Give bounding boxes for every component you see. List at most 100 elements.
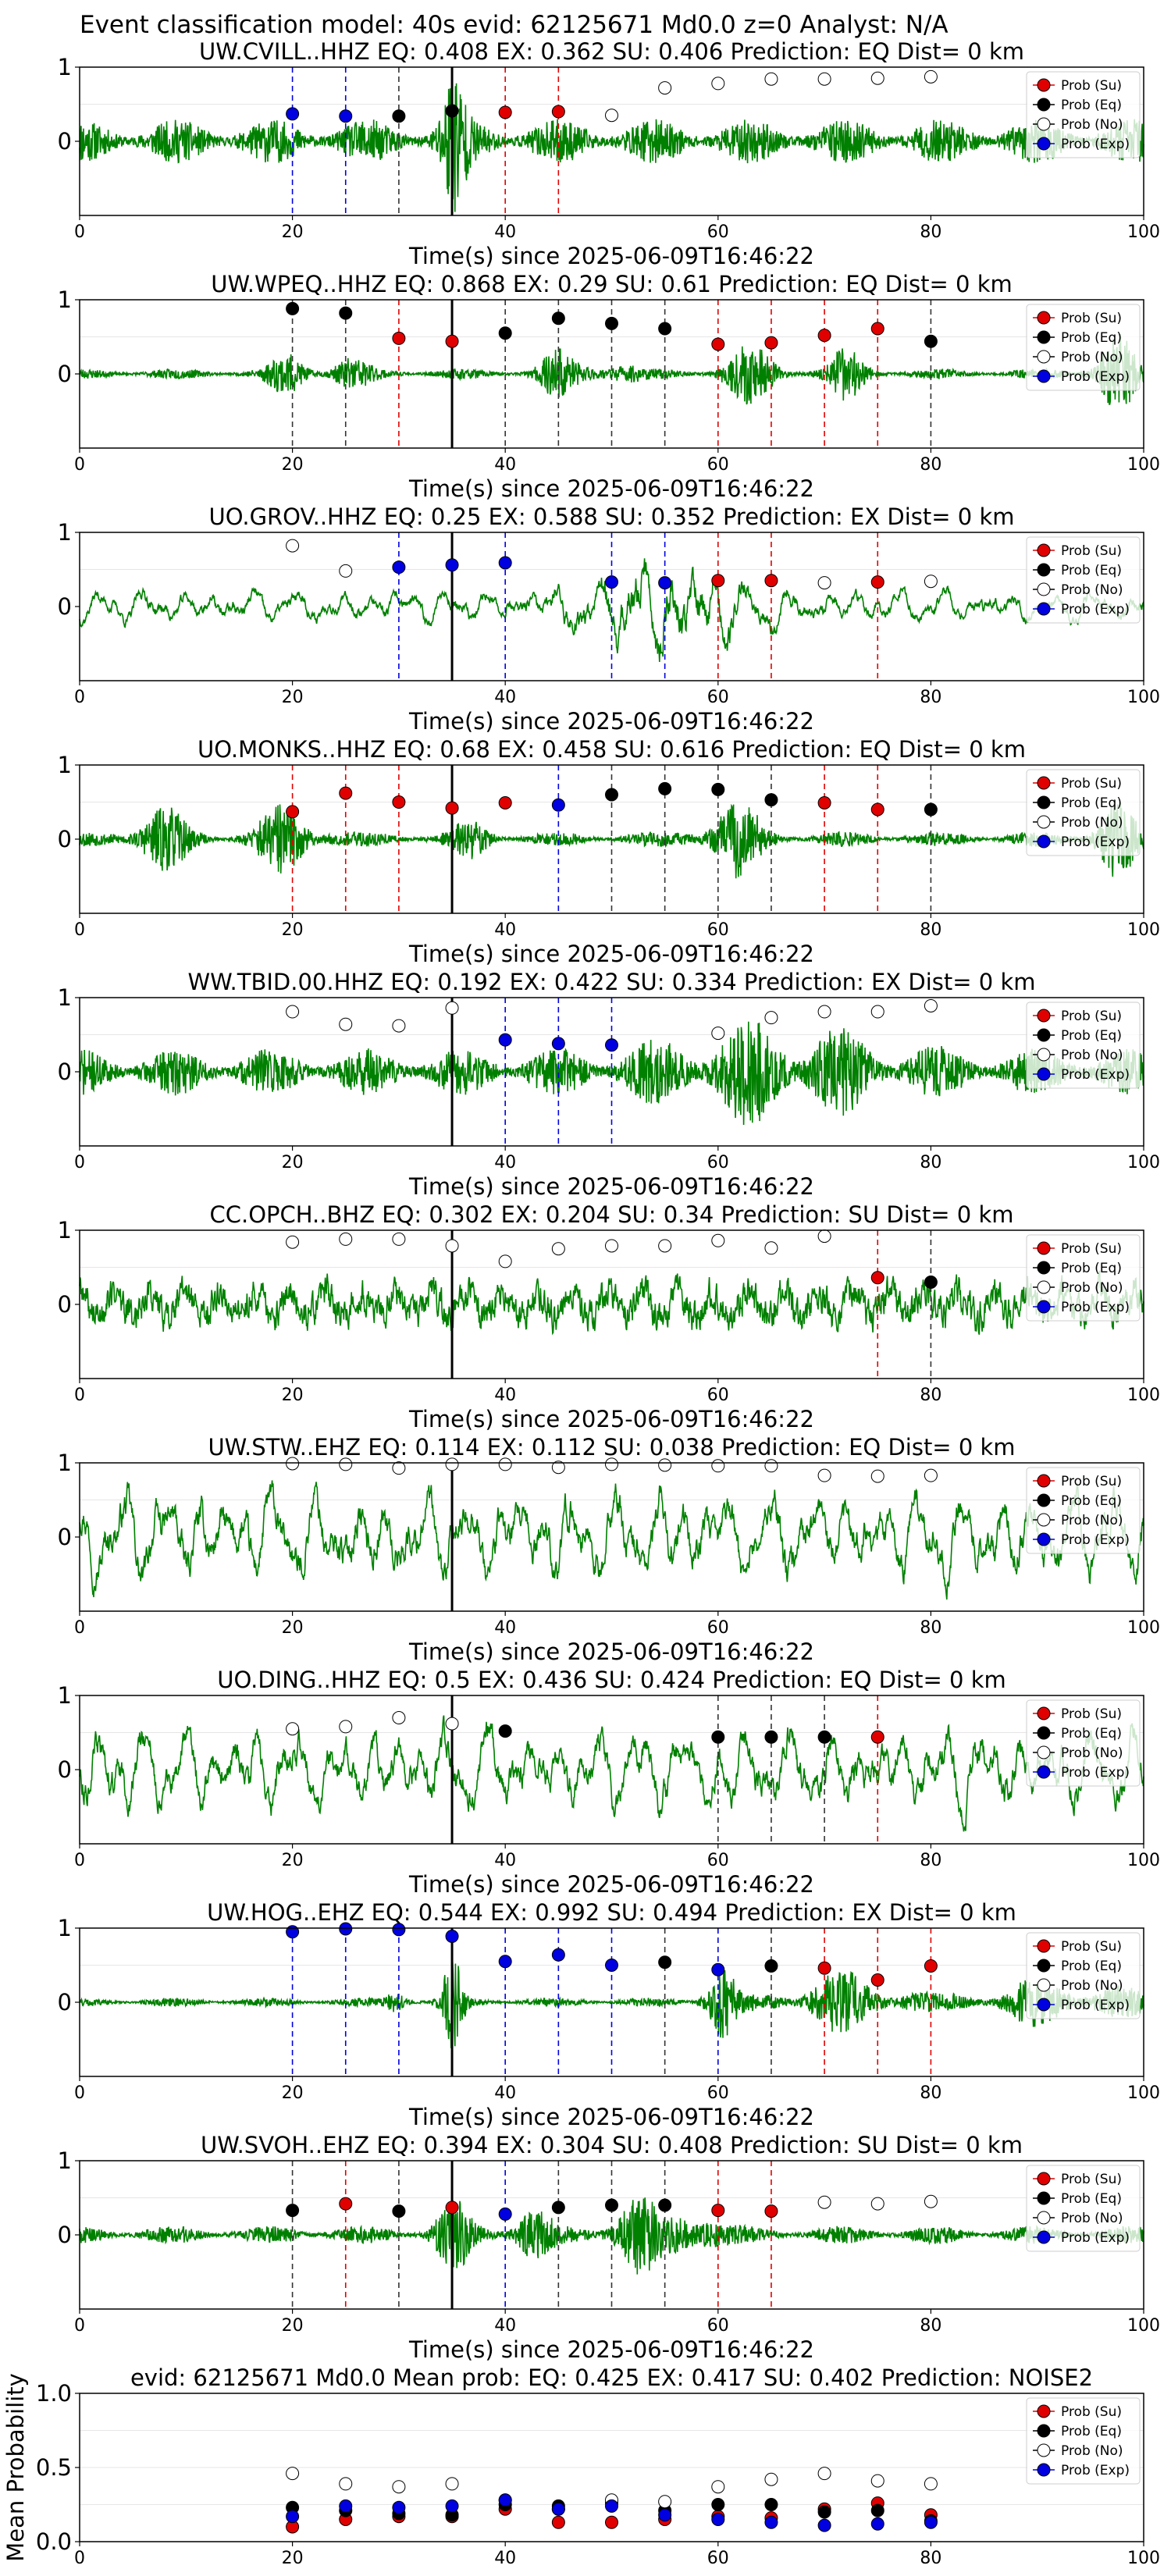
prob-point-exp xyxy=(339,1922,353,1936)
prob-point-no xyxy=(711,1459,725,1473)
x-tick-label: 20 xyxy=(282,1618,304,1638)
x-tick-label: 0 xyxy=(74,1386,85,1405)
legend-marker-su xyxy=(1037,543,1051,557)
legend-marker-exp xyxy=(1037,1998,1051,2012)
panel-10: UW.SVOH..EHZ EQ: 0.394 EX: 0.304 SU: 0.4… xyxy=(58,2132,1160,2363)
x-tick-label: 40 xyxy=(494,455,516,475)
prob-point-eq xyxy=(817,1730,831,1744)
legend-label-su: Prob (Su) xyxy=(1061,1009,1122,1024)
prob-point-su xyxy=(551,105,565,119)
x-tick-label: 60 xyxy=(707,1851,729,1870)
prob-point-no xyxy=(605,1239,618,1253)
prob-point-su xyxy=(817,795,831,809)
prob-point-no xyxy=(924,1468,938,1482)
prob-point-eq xyxy=(605,316,618,330)
prob-point-no xyxy=(870,71,884,85)
legend-label-exp: Prob (Exp) xyxy=(1061,137,1130,152)
prob-point-eq xyxy=(392,2204,406,2218)
y-tick-label: 0 xyxy=(58,1524,72,1550)
prob-point-no xyxy=(764,72,778,86)
y-tick-label: 0 xyxy=(58,826,72,852)
prob-point-no xyxy=(658,1239,672,1253)
legend: Prob (Su) Prob (Eq) Prob (No) Prob (Exp) xyxy=(1026,71,1141,158)
prob-point-no xyxy=(658,1458,672,1472)
legend-label-no: Prob (No) xyxy=(1061,1978,1123,1994)
x-axis-label: Time(s) since 2025-06-09T16:46:22 xyxy=(408,1638,814,1665)
prob-point-no xyxy=(817,1468,831,1482)
x-axis-label: Time(s) since 2025-06-09T16:46:22 xyxy=(408,475,814,502)
legend: Prob (Su) Prob (Eq) Prob (No) Prob (Exp) xyxy=(1026,1932,1141,2019)
x-tick-label: 60 xyxy=(707,222,729,242)
prob-point-su xyxy=(339,2197,353,2211)
prob-point-no xyxy=(498,1457,512,1471)
legend-label-su: Prob (Su) xyxy=(1061,78,1122,94)
x-axis-label: Time(s) since 2025-06-09T16:46:22 xyxy=(408,941,814,967)
prob-point-su xyxy=(711,2204,725,2218)
prob-point-eq xyxy=(711,782,725,796)
panel-1: UW.CVILL..HHZ EQ: 0.408 EX: 0.362 SU: 0.… xyxy=(58,38,1160,269)
mean-point-exp xyxy=(498,2493,512,2507)
y-tick-label: 0 xyxy=(58,2222,72,2248)
x-tick-label: 60 xyxy=(707,920,729,940)
prob-point-eq xyxy=(764,793,778,807)
prob-point-su xyxy=(870,1973,884,1987)
prob-point-exp xyxy=(658,576,672,590)
legend-marker-exp xyxy=(1037,137,1051,151)
mean-point-no xyxy=(339,2477,353,2491)
x-tick-label: 0 xyxy=(74,1851,85,1870)
prob-point-eq xyxy=(339,306,353,320)
prob-point-exp xyxy=(605,1959,618,1972)
panel-title: UW.HOG..EHZ EQ: 0.544 EX: 0.992 SU: 0.49… xyxy=(207,1899,1016,1926)
legend-label-no: Prob (No) xyxy=(1061,815,1123,831)
prob-point-no xyxy=(339,1017,353,1031)
legend-marker-no xyxy=(1037,582,1051,596)
prob-point-no xyxy=(286,539,300,553)
prob-point-no xyxy=(392,1232,406,1246)
y-tick-label: 1 xyxy=(58,1217,72,1244)
prob-point-exp xyxy=(551,1948,565,1962)
prob-point-exp xyxy=(286,1925,300,1939)
prob-point-exp xyxy=(392,1923,406,1937)
y-tick-label: 1 xyxy=(58,1682,72,1709)
prob-point-no xyxy=(605,1457,618,1471)
legend-marker-eq xyxy=(1037,795,1051,809)
prob-point-no xyxy=(817,72,831,86)
legend-label-exp: Prob (Exp) xyxy=(1061,1765,1130,1781)
prob-point-eq xyxy=(605,788,618,802)
prob-point-su xyxy=(392,331,406,345)
legend-marker-exp xyxy=(1037,1765,1051,1779)
legend-label-exp: Prob (Exp) xyxy=(1061,1300,1130,1315)
x-tick-label: 20 xyxy=(282,2083,304,2103)
x-tick-label: 40 xyxy=(494,1851,516,1870)
legend-marker-eq xyxy=(1037,1028,1051,1042)
legend-marker-eq xyxy=(1037,1726,1051,1740)
prob-point-su xyxy=(817,1961,831,1975)
y-tick-label: 0 xyxy=(58,1756,72,1783)
prob-point-su xyxy=(445,334,459,348)
prob-point-exp xyxy=(498,1955,512,1969)
mean-point-no xyxy=(711,2480,725,2494)
prob-point-no xyxy=(445,1457,459,1471)
waveform-trace xyxy=(79,1480,1144,1600)
legend-marker-exp xyxy=(1037,602,1051,616)
mean-point-no xyxy=(392,2480,406,2494)
prob-point-su xyxy=(870,1730,884,1744)
prob-point-no xyxy=(392,1461,406,1475)
x-tick-label: 80 xyxy=(920,2083,941,2103)
legend-label-exp: Prob (Exp) xyxy=(1061,834,1130,850)
legend-label-su: Prob (Su) xyxy=(1061,2172,1122,2187)
x-tick-label: 100 xyxy=(1127,688,1160,707)
x-tick-label: 20 xyxy=(282,1386,304,1405)
legend-label-eq: Prob (Eq) xyxy=(1061,1493,1122,1509)
x-tick-label: 40 xyxy=(494,1153,516,1172)
x-axis-label: Time(s) since 2025-06-09T16:46:22 xyxy=(408,708,814,735)
legend-marker-exp xyxy=(1037,369,1051,383)
prob-point-eq xyxy=(658,781,672,795)
prob-point-eq xyxy=(551,2201,565,2215)
x-tick-label: 100 xyxy=(1127,1851,1160,1870)
prob-point-no xyxy=(339,1457,353,1471)
legend-frame xyxy=(1026,1699,1141,1787)
legend-marker-eq xyxy=(1037,330,1051,344)
prob-point-no xyxy=(445,1717,459,1731)
mean-point-exp xyxy=(286,2510,300,2524)
